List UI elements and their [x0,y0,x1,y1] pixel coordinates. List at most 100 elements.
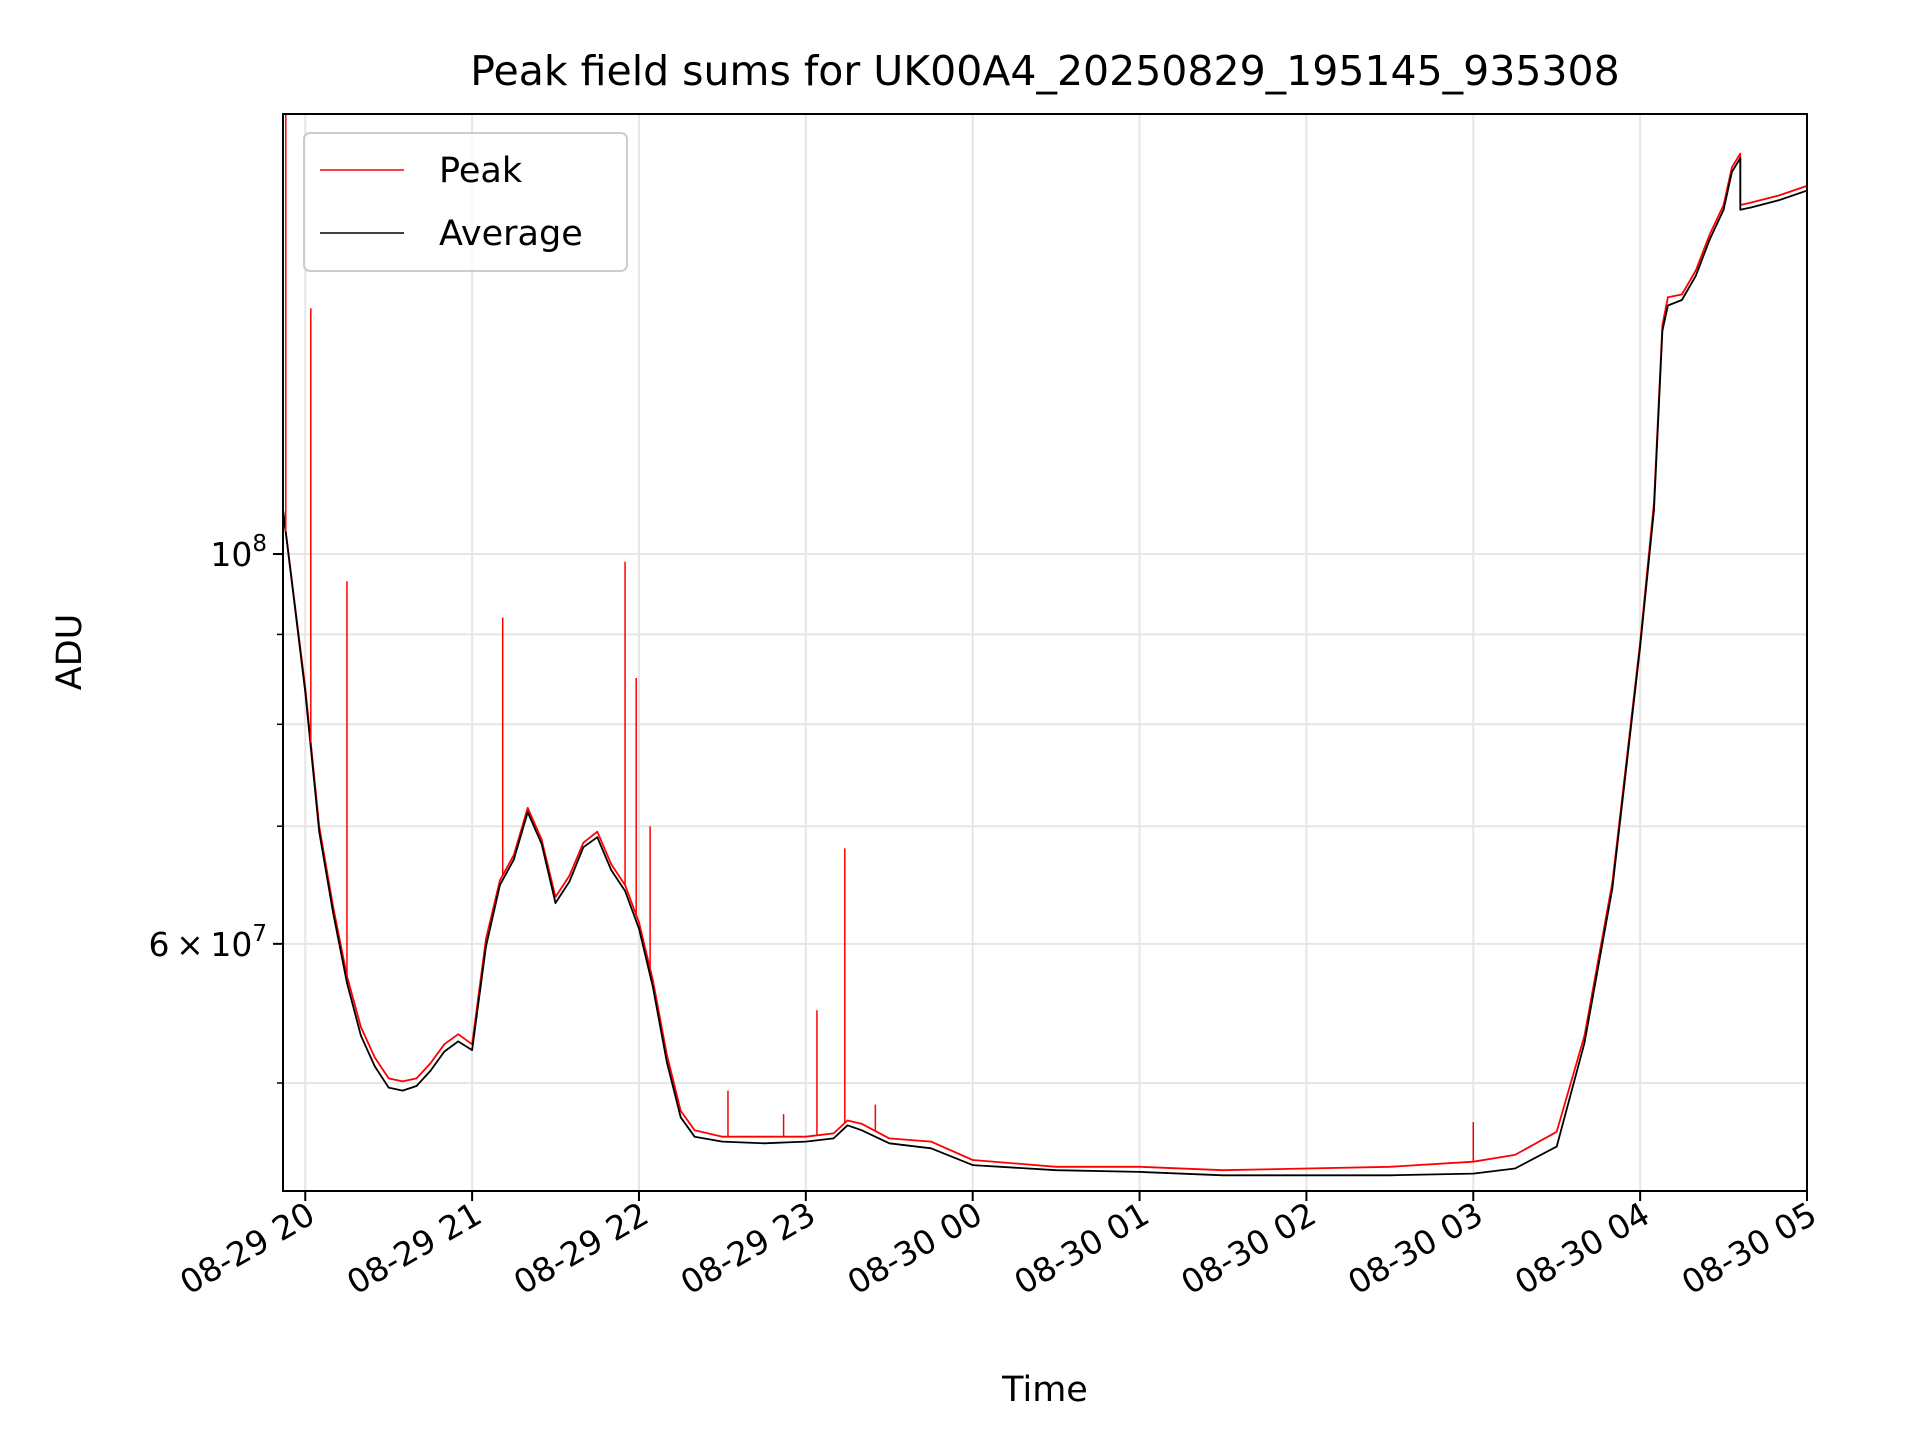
data-point-average [540,843,543,845]
data-point-average [805,1140,807,1143]
data-point-average [332,911,334,914]
y-axis-label: ADU [50,614,90,691]
data-point-peak [1389,1166,1391,1168]
data-point-peak [485,938,487,940]
data-point-peak [443,1043,446,1046]
series-line-average [283,157,1807,1177]
data-point-average [1472,1172,1475,1175]
data-point-average [568,880,571,883]
x-axis-label: Time [1001,1370,1088,1410]
data-point-peak [679,1110,682,1112]
data-point-average [1222,1174,1224,1177]
data-point-average [582,846,585,848]
data-point-peak [860,1122,863,1125]
data-point-average [1739,209,1742,211]
data-point-average [304,690,307,693]
data-point-average [1055,1169,1057,1171]
data-point-average [693,1135,696,1138]
data-point-average [1750,206,1753,209]
data-point-average [1708,238,1711,241]
data-point-average [513,858,515,861]
data-point-peak [763,1135,765,1138]
data-point-average [721,1140,724,1143]
data-point-average [846,1124,849,1127]
data-point-average [457,1040,460,1043]
data-point-average [679,1116,682,1119]
data-point-average [318,830,321,833]
data-point-peak [1667,296,1669,299]
data-point-average [401,1089,404,1092]
data-point-average [1639,646,1641,648]
data-point-peak [429,1062,432,1065]
data-point-peak [1555,1131,1558,1133]
data-point-peak [415,1077,418,1080]
data-point-peak [1138,1166,1141,1168]
data-point-average [1695,275,1697,277]
data-point-peak [610,863,612,865]
data-point-peak [693,1129,696,1131]
data-point-average [652,986,654,988]
data-point-average [930,1147,932,1150]
data-point-average [971,1164,974,1166]
data-point-peak [1695,269,1697,272]
data-point-average [554,902,557,904]
data-point-average [1739,157,1742,159]
data-point-peak [540,838,543,841]
data-point-peak [401,1080,404,1083]
data-point-average [360,1034,362,1037]
data-point-average [1305,1174,1308,1177]
chart-title: Peak field sums for UK00A4_20250829_1951… [470,47,1619,95]
data-point-peak [582,841,585,844]
data-point-average [1138,1171,1141,1173]
legend-label-peak: Peak [439,151,523,191]
data-point-average [624,890,626,892]
data-point-average [610,869,612,871]
data-point-average [1778,199,1780,201]
data-point-peak [499,879,501,882]
data-point-average [1681,299,1683,301]
data-point-peak [1708,233,1711,236]
data-point-peak [1681,293,1683,296]
data-point-peak [971,1159,974,1161]
data-point-peak [832,1132,835,1135]
data-point-peak [805,1135,807,1138]
data-point-peak [374,1056,376,1059]
data-point-average [1555,1145,1558,1148]
data-point-average [832,1137,835,1140]
data-point-peak [638,921,640,924]
legend: Peak Average [303,132,628,272]
data-point-average [1731,171,1733,173]
data-point-peak [846,1119,849,1122]
data-point-average [596,836,599,838]
data-point-average [1722,209,1725,211]
data-point-peak [360,1026,362,1028]
data-point-average [1583,1042,1586,1044]
data-point-peak [568,874,571,877]
data-point-peak [888,1137,891,1140]
data-point-peak [596,830,599,833]
data-point-average [526,811,529,813]
plot-frame [282,113,1808,1192]
y-tick-label: 6 × 107 [149,921,267,964]
data-point-average [1625,767,1627,770]
data-point-average [429,1070,432,1072]
data-point-peak [1778,194,1780,197]
data-point-peak [1305,1167,1308,1170]
data-point-peak [1739,152,1742,155]
data-point-average [860,1129,863,1131]
data-point-average [485,945,487,948]
data-point-average [443,1050,446,1053]
data-point-peak [1222,1169,1224,1171]
data-point-peak [721,1135,724,1138]
legend-label-average: Average [439,214,583,254]
data-point-average [763,1142,765,1145]
data-point-average [1514,1167,1516,1170]
data-point-average [387,1086,390,1089]
data-point-average [499,884,501,886]
data-point-average [1389,1174,1391,1177]
data-point-average [346,982,348,984]
data-point-peak [930,1140,932,1143]
data-point-average [1611,887,1614,890]
data-point-peak [526,807,529,809]
